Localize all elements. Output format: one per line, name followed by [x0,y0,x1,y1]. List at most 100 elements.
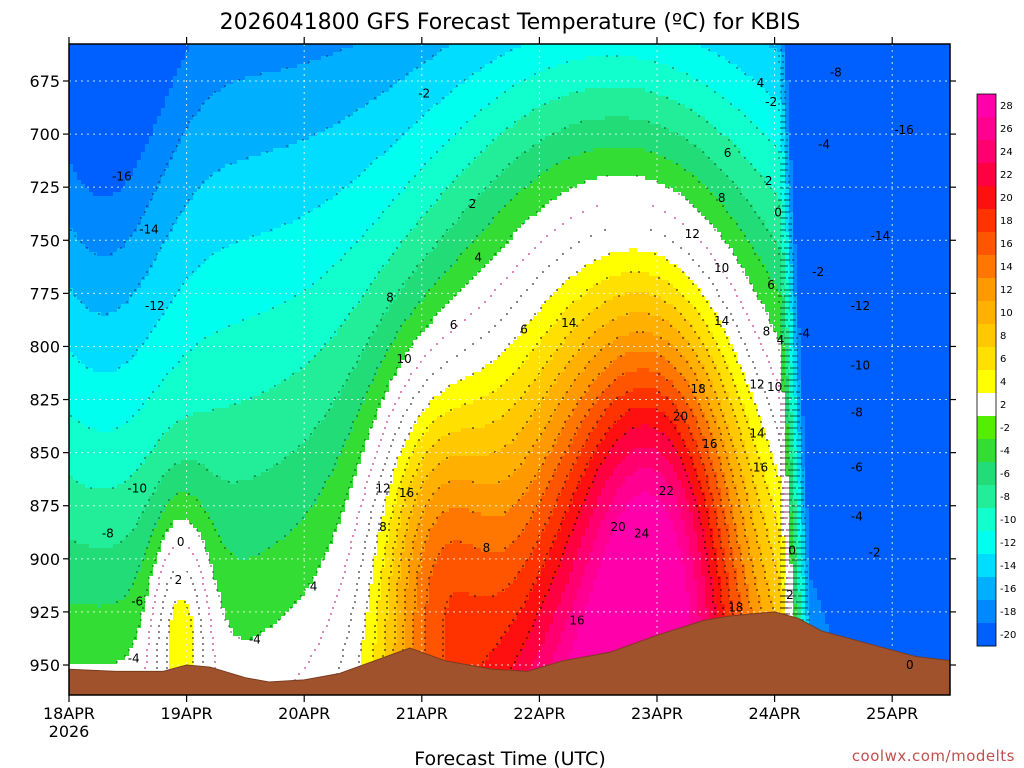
x-axis-label: Forecast Time (UTC) [414,748,605,768]
contour-label: 16 [399,486,414,500]
y-tick-label: 825 [29,391,60,410]
colorbar-label: -4 [1000,446,1010,457]
colorbar-label: 28 [1000,101,1013,112]
contour-label: -14 [871,229,891,243]
colorbar-label: 26 [1000,124,1013,135]
colorbar-frame [976,93,997,647]
colorbar-swatch [977,186,996,210]
contour-label: 4 [474,250,482,264]
colorbar-label: -12 [1000,538,1016,549]
contour-label: 0 [177,535,185,549]
contour-label: 4 [310,579,318,593]
gridlines [69,44,950,695]
colorbar-label: 12 [1000,285,1013,296]
y-tick-label: 850 [29,444,60,463]
colorbar-swatch [977,531,996,555]
credit-text: coolwx.com/modelts [852,747,1015,765]
terrain-surface [69,611,950,695]
contour-label: 14 [561,316,576,330]
contour-label: 24 [634,526,649,540]
contour-label: 10 [767,380,782,394]
colorbar-label: 6 [1000,354,1006,365]
y-tick-label: 725 [29,178,60,197]
colorbar-label: -20 [1000,630,1016,641]
colorbar-label: 22 [1000,170,1013,181]
contour-label: 16 [753,461,768,475]
colorbar-swatch [977,393,996,417]
colorbar-label: -8 [1000,492,1010,503]
colorbar-label: -18 [1000,607,1016,618]
contour-label: -4 [798,327,810,341]
x-tick-sublabel: 2026 [49,722,90,741]
colorbar-label: 10 [1000,308,1013,319]
colorbar-label: 2 [1000,400,1006,411]
contour-label: 4 [777,333,785,347]
y-tick-label: 800 [29,337,60,356]
colorbar-swatch [977,117,996,141]
colorbar-swatch [977,623,996,647]
y-tick-label: 925 [29,603,60,622]
colorbar-swatch [977,324,996,348]
contour-label: 6 [450,318,458,332]
y-tick-label: 675 [29,72,60,91]
y-tick-label: 750 [29,231,60,250]
colorbar-swatch [977,439,996,463]
colorbar-label: -14 [1000,561,1016,572]
contour-label: 18 [691,382,706,396]
contour-label: 6 [520,323,528,337]
contour-label: 14 [749,427,764,441]
contour-label: 20 [673,410,688,424]
contour-label: 2 [469,197,477,211]
colorbar-label: 16 [1000,239,1013,250]
colorbar-swatch [977,600,996,624]
x-tick-label: 20APR [278,704,330,723]
x-tick-label: 21APR [396,704,448,723]
colorbar-label: 14 [1000,262,1013,273]
contour-label: -4 [249,633,261,647]
y-tick-label: 775 [29,284,60,303]
colorbar-label: 4 [1000,377,1006,388]
contour-label: 6 [767,278,775,292]
contour-label: 12 [375,482,390,496]
isotherm-lines [69,44,830,693]
colorbar-swatch [977,163,996,187]
colorbar-label: 8 [1000,331,1006,342]
contour-label: 8 [483,541,491,555]
contour-label: -2 [765,95,777,109]
contour-label: 0 [906,658,914,672]
contour-label: 18 [728,601,743,615]
colorbar-label: -10 [1000,515,1016,526]
contour-label: -2 [869,545,881,559]
chart-title: 2026041800 GFS Forecast Temperature (ºC)… [220,10,801,35]
colorbar-swatch [977,577,996,601]
contour-label: 22 [659,484,674,498]
x-tick-label: 25APR [866,704,918,723]
y-tick-label: 875 [29,497,60,516]
contour-label: 2 [786,588,794,602]
contour-label: 8 [386,291,394,305]
contour-label: 6 [724,146,732,160]
colorbar-label: -2 [1000,423,1010,434]
colorbar-swatch [977,485,996,509]
contour-label: -6 [131,594,143,608]
contour-label: 10 [714,261,729,275]
x-tick-label: 24APR [749,704,801,723]
contour-label: -10 [851,359,871,373]
colorbar-label: 20 [1000,193,1013,204]
y-tick-label: 950 [29,656,60,675]
contour-label: 8 [718,191,726,205]
contour-label: 16 [702,437,717,451]
colorbar-swatch [977,347,996,371]
x-tick-label: 22APR [513,704,565,723]
contour-label: -4 [128,652,140,666]
contour-label: -12 [851,299,871,313]
contour-label: 2 [765,174,773,188]
colorbar-legend: 28 26 24 22 20 18 16 14 12 10 8 6 4 2 -2 -4 -6 -8 -10 -12 -1… [976,93,1016,647]
contour-label: -8 [102,526,114,540]
contour-label: 4 [757,76,765,90]
contour-label: -4 [851,509,863,523]
colorbar-swatch [977,370,996,394]
